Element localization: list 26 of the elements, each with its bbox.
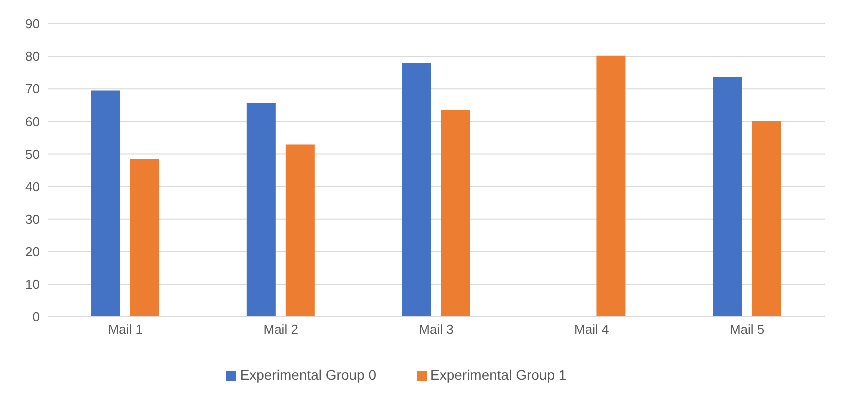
y-tick-label: 80 xyxy=(26,49,40,64)
bar xyxy=(286,144,315,317)
x-tick-label: Mail 5 xyxy=(730,322,765,338)
x-tick-label: Mail 3 xyxy=(419,322,454,338)
bar xyxy=(752,121,782,317)
y-tick-label: 60 xyxy=(26,114,40,130)
bar xyxy=(130,159,160,317)
bar xyxy=(246,103,276,317)
x-tick-label: Mail 1 xyxy=(108,322,144,338)
legend-label: Experimental Group 0 xyxy=(240,367,376,383)
bar xyxy=(441,110,470,317)
y-tick-label: 30 xyxy=(26,212,40,227)
bar xyxy=(596,56,626,317)
bar xyxy=(92,90,121,317)
bar xyxy=(713,77,742,317)
y-tick-label: 20 xyxy=(26,244,40,260)
y-tick-label: 90 xyxy=(26,16,40,32)
y-tick-label: 70 xyxy=(26,82,40,97)
y-tick-label: 0 xyxy=(32,310,40,325)
x-tick-label: Mail 4 xyxy=(574,322,610,338)
bar xyxy=(402,63,432,317)
y-tick-label: 10 xyxy=(26,277,40,292)
legend-label: Experimental Group 1 xyxy=(430,367,567,383)
y-tick-label: 50 xyxy=(26,146,40,162)
x-tick-label: Mail 2 xyxy=(264,322,298,338)
y-tick-label: 40 xyxy=(26,179,40,194)
